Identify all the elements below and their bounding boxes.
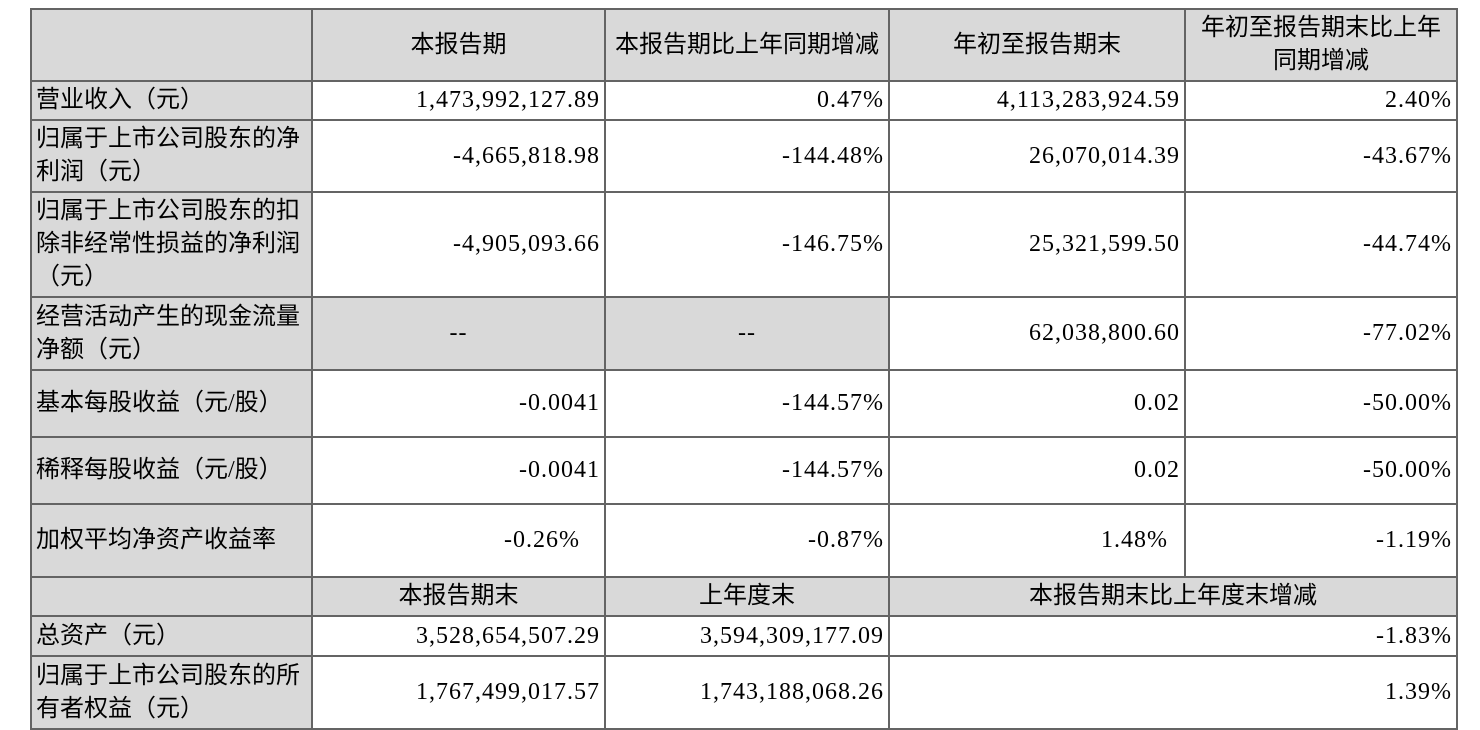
header-current-period-yoy-change: 本报告期比上年同期增减	[604, 8, 890, 82]
basic-eps-label: 基本每股收益（元/股）	[30, 369, 313, 438]
net-profit-ytd: 26,070,014.39	[888, 119, 1186, 193]
period-end-header-row: 本报告期末 上年度末 本报告期末比上年度末增减	[30, 576, 1458, 617]
row-diluted-eps: 稀释每股收益（元/股） -0.0041 -144.57% 0.02 -50.00…	[30, 436, 1458, 505]
header-end-vs-prior-year-change: 本报告期末比上年度末增减	[888, 576, 1458, 617]
operating-revenue-yoy-change: 0.47%	[604, 80, 890, 121]
equity-attributable-current: 1,767,499,017.57	[311, 655, 606, 730]
row-weighted-avg-roe: 加权平均净资产收益率 -0.26% -0.87% 1.48% -1.19%	[30, 503, 1458, 578]
weighted-avg-roe-current: -0.26%	[311, 503, 606, 578]
period-header-row: 本报告期 本报告期比上年同期增减 年初至报告期末 年初至报告期末比上年同期增减	[30, 8, 1458, 82]
operating-cash-flow-label: 经营活动产生的现金流量净额（元）	[30, 296, 313, 371]
header2-blank	[30, 576, 313, 617]
row-operating-cash-flow: 经营活动产生的现金流量净额（元） -- -- 62,038,800.60 -77…	[30, 296, 1458, 371]
basic-eps-ytd-yoy-change: -50.00%	[1184, 369, 1458, 438]
row-operating-revenue: 营业收入（元） 1,473,992,127.89 0.47% 4,113,283…	[30, 80, 1458, 121]
total-assets-prior-year: 3,594,309,177.09	[604, 615, 890, 657]
net-profit-ytd-yoy-change: -43.67%	[1184, 119, 1458, 193]
header-ytd: 年初至报告期末	[888, 8, 1186, 82]
weighted-avg-roe-ytd: 1.48%	[888, 503, 1186, 578]
operating-revenue-ytd: 4,113,283,924.59	[888, 80, 1186, 121]
quarterly-financials-table: 本报告期 本报告期比上年同期增减 年初至报告期末 年初至报告期末比上年同期增减 …	[30, 8, 1458, 730]
equity-attributable-change: 1.39%	[888, 655, 1458, 730]
net-profit-label: 归属于上市公司股东的净利润（元）	[30, 119, 313, 193]
header-end-of-period: 本报告期末	[311, 576, 606, 617]
operating-revenue-current: 1,473,992,127.89	[311, 80, 606, 121]
weighted-avg-roe-label: 加权平均净资产收益率	[30, 503, 313, 578]
basic-eps-current: -0.0041	[311, 369, 606, 438]
total-assets-change: -1.83%	[888, 615, 1458, 657]
weighted-avg-roe-yoy-change: -0.87%	[604, 503, 890, 578]
diluted-eps-label: 稀释每股收益（元/股）	[30, 436, 313, 505]
row-basic-eps: 基本每股收益（元/股） -0.0041 -144.57% 0.02 -50.00…	[30, 369, 1458, 438]
net-profit-excl-nonrecurring-yoy-change: -146.75%	[604, 191, 890, 298]
header-blank	[30, 8, 313, 82]
row-net-profit-excl-nonrecurring: 归属于上市公司股东的扣除非经常性损益的净利润（元） -4,905,093.66 …	[30, 191, 1458, 298]
header-ytd-yoy-change: 年初至报告期末比上年同期增减	[1184, 8, 1458, 82]
diluted-eps-current: -0.0041	[311, 436, 606, 505]
row-total-assets: 总资产（元） 3,528,654,507.29 3,594,309,177.09…	[30, 615, 1458, 657]
operating-revenue-ytd-yoy-change: 2.40%	[1184, 80, 1458, 121]
equity-attributable-prior-year: 1,743,188,068.26	[604, 655, 890, 730]
operating-cash-flow-yoy-change: --	[604, 296, 890, 371]
equity-attributable-label: 归属于上市公司股东的所有者权益（元）	[30, 655, 313, 730]
weighted-avg-roe-ytd-yoy-change: -1.19%	[1184, 503, 1458, 578]
operating-revenue-label: 营业收入（元）	[30, 80, 313, 121]
net-profit-yoy-change: -144.48%	[604, 119, 890, 193]
total-assets-label: 总资产（元）	[30, 615, 313, 657]
diluted-eps-yoy-change: -144.57%	[604, 436, 890, 505]
diluted-eps-ytd-yoy-change: -50.00%	[1184, 436, 1458, 505]
net-profit-excl-nonrecurring-ytd: 25,321,599.50	[888, 191, 1186, 298]
net-profit-excl-nonrecurring-current: -4,905,093.66	[311, 191, 606, 298]
total-assets-current: 3,528,654,507.29	[311, 615, 606, 657]
header-current-period: 本报告期	[311, 8, 606, 82]
net-profit-excl-nonrecurring-ytd-yoy-change: -44.74%	[1184, 191, 1458, 298]
header-end-of-prior-year: 上年度末	[604, 576, 890, 617]
row-equity-attributable: 归属于上市公司股东的所有者权益（元） 1,767,499,017.57 1,74…	[30, 655, 1458, 730]
operating-cash-flow-ytd: 62,038,800.60	[888, 296, 1186, 371]
net-profit-excl-nonrecurring-label: 归属于上市公司股东的扣除非经常性损益的净利润（元）	[30, 191, 313, 298]
basic-eps-ytd: 0.02	[888, 369, 1186, 438]
basic-eps-yoy-change: -144.57%	[604, 369, 890, 438]
net-profit-current: -4,665,818.98	[311, 119, 606, 193]
diluted-eps-ytd: 0.02	[888, 436, 1186, 505]
operating-cash-flow-ytd-yoy-change: -77.02%	[1184, 296, 1458, 371]
operating-cash-flow-current: --	[311, 296, 606, 371]
row-net-profit-attributable: 归属于上市公司股东的净利润（元） -4,665,818.98 -144.48% …	[30, 119, 1458, 193]
